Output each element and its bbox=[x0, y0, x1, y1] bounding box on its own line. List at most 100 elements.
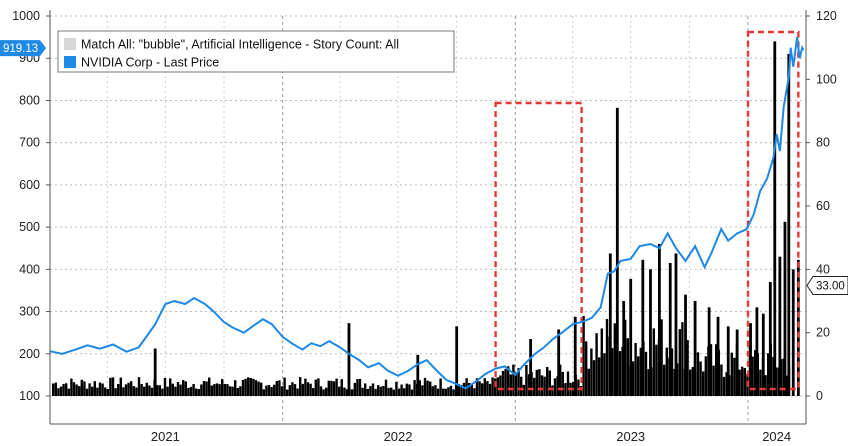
story-count-bar bbox=[400, 384, 403, 396]
story-count-bar bbox=[317, 378, 320, 396]
story-count-bar bbox=[767, 353, 770, 396]
story-count-bar bbox=[130, 381, 133, 396]
story-count-bar bbox=[733, 357, 736, 396]
story-count-bar bbox=[483, 378, 486, 396]
story-count-bars bbox=[52, 41, 800, 396]
story-count-bar bbox=[148, 385, 151, 396]
story-count-spike bbox=[557, 329, 561, 396]
story-count-bar bbox=[364, 383, 367, 396]
story-count-bar bbox=[397, 388, 401, 396]
story-count-bar bbox=[618, 351, 622, 396]
story-count-bar bbox=[304, 378, 307, 396]
story-last-value-tag bbox=[806, 276, 848, 295]
story-count-bar bbox=[600, 328, 603, 396]
story-count-bar bbox=[522, 384, 525, 396]
story-count-bar bbox=[442, 388, 445, 396]
right-tick-label: 100 bbox=[816, 72, 837, 86]
story-count-bar bbox=[670, 348, 674, 396]
story-count-bar bbox=[434, 385, 437, 396]
price-last-value-label: 919.13 bbox=[3, 43, 38, 55]
story-count-bar bbox=[356, 379, 359, 396]
story-count-bar bbox=[715, 344, 718, 396]
story-count-bar bbox=[210, 385, 213, 396]
story-count-bar bbox=[566, 371, 570, 396]
story-count-bar bbox=[197, 389, 200, 396]
story-count-bar bbox=[551, 385, 554, 396]
story-count-bar bbox=[184, 381, 187, 396]
story-count-bar bbox=[665, 347, 668, 396]
legend-swatch bbox=[64, 56, 76, 68]
story-count-bar bbox=[215, 383, 219, 396]
story-count-bar bbox=[741, 366, 744, 396]
story-count-bar bbox=[634, 343, 637, 396]
story-count-bar bbox=[226, 384, 229, 396]
story-count-bar bbox=[135, 387, 138, 396]
story-count-bar bbox=[725, 372, 728, 396]
story-count-bar bbox=[377, 385, 380, 396]
left-tick-label: 400 bbox=[19, 262, 40, 276]
story-count-bar bbox=[163, 377, 167, 396]
story-count-bar bbox=[192, 383, 195, 396]
story-count-bar bbox=[457, 384, 460, 396]
story-count-bar bbox=[361, 387, 364, 396]
story-count-bar bbox=[57, 388, 60, 396]
story-count-bar bbox=[403, 388, 406, 396]
story-count-bar bbox=[496, 377, 499, 396]
story-count-bar bbox=[470, 384, 473, 396]
story-count-bar bbox=[70, 378, 73, 396]
story-count-bar bbox=[418, 380, 421, 396]
left-tick-label: 800 bbox=[19, 93, 40, 107]
x-year-label: 2023 bbox=[616, 429, 645, 444]
story-count-bar bbox=[678, 329, 681, 396]
story-count-bar bbox=[405, 383, 408, 396]
story-count-bar bbox=[114, 388, 117, 396]
story-count-bar bbox=[452, 389, 455, 396]
story-count-bar bbox=[182, 380, 185, 396]
story-count-bar bbox=[546, 366, 549, 396]
story-count-bar bbox=[171, 383, 174, 396]
story-count-bar bbox=[67, 388, 70, 396]
story-count-bar bbox=[730, 352, 733, 396]
story-count-bar bbox=[379, 386, 382, 396]
left-tick-label: 1000 bbox=[12, 9, 40, 23]
x-year-label: 2024 bbox=[762, 429, 791, 444]
story-count-bar bbox=[460, 384, 463, 396]
story-count-bar bbox=[499, 375, 502, 396]
story-count-bar bbox=[517, 368, 520, 396]
story-count-bar bbox=[626, 338, 629, 396]
story-count-bar bbox=[384, 379, 388, 396]
story-count-bar bbox=[468, 382, 471, 396]
story-count-bar bbox=[80, 379, 83, 396]
story-count-bar bbox=[590, 348, 593, 396]
story-count-bar bbox=[218, 384, 221, 396]
story-count-bar bbox=[234, 380, 237, 396]
story-count-bar bbox=[663, 364, 666, 396]
story-count-bar bbox=[408, 384, 411, 396]
story-count-spike bbox=[761, 313, 765, 396]
story-count-bar bbox=[106, 389, 109, 396]
story-count-bar bbox=[595, 333, 598, 396]
story-count-bar bbox=[478, 381, 481, 396]
story-count-bar bbox=[345, 389, 349, 396]
story-count-bar bbox=[538, 369, 541, 396]
story-count-spike bbox=[716, 316, 720, 396]
grid bbox=[50, 15, 806, 424]
story-count-bar bbox=[507, 366, 510, 396]
story-count-bar bbox=[421, 385, 424, 396]
story-count-bar bbox=[221, 379, 224, 396]
story-count-bar bbox=[382, 385, 385, 396]
story-count-bar bbox=[257, 381, 260, 396]
story-count-spike bbox=[684, 294, 687, 396]
left-tick-label: 300 bbox=[19, 305, 40, 319]
right-axis-ticks: 120 100 80 60 40 20 0 bbox=[806, 9, 837, 403]
story-count-bar bbox=[689, 369, 692, 396]
story-count-bar bbox=[306, 382, 310, 396]
story-count-bar bbox=[208, 377, 211, 396]
story-count-bar bbox=[301, 383, 304, 396]
legend-swatch bbox=[64, 38, 76, 50]
story-count-bar bbox=[161, 388, 164, 396]
story-count-bar bbox=[117, 384, 120, 396]
story-count-bar bbox=[78, 386, 81, 396]
